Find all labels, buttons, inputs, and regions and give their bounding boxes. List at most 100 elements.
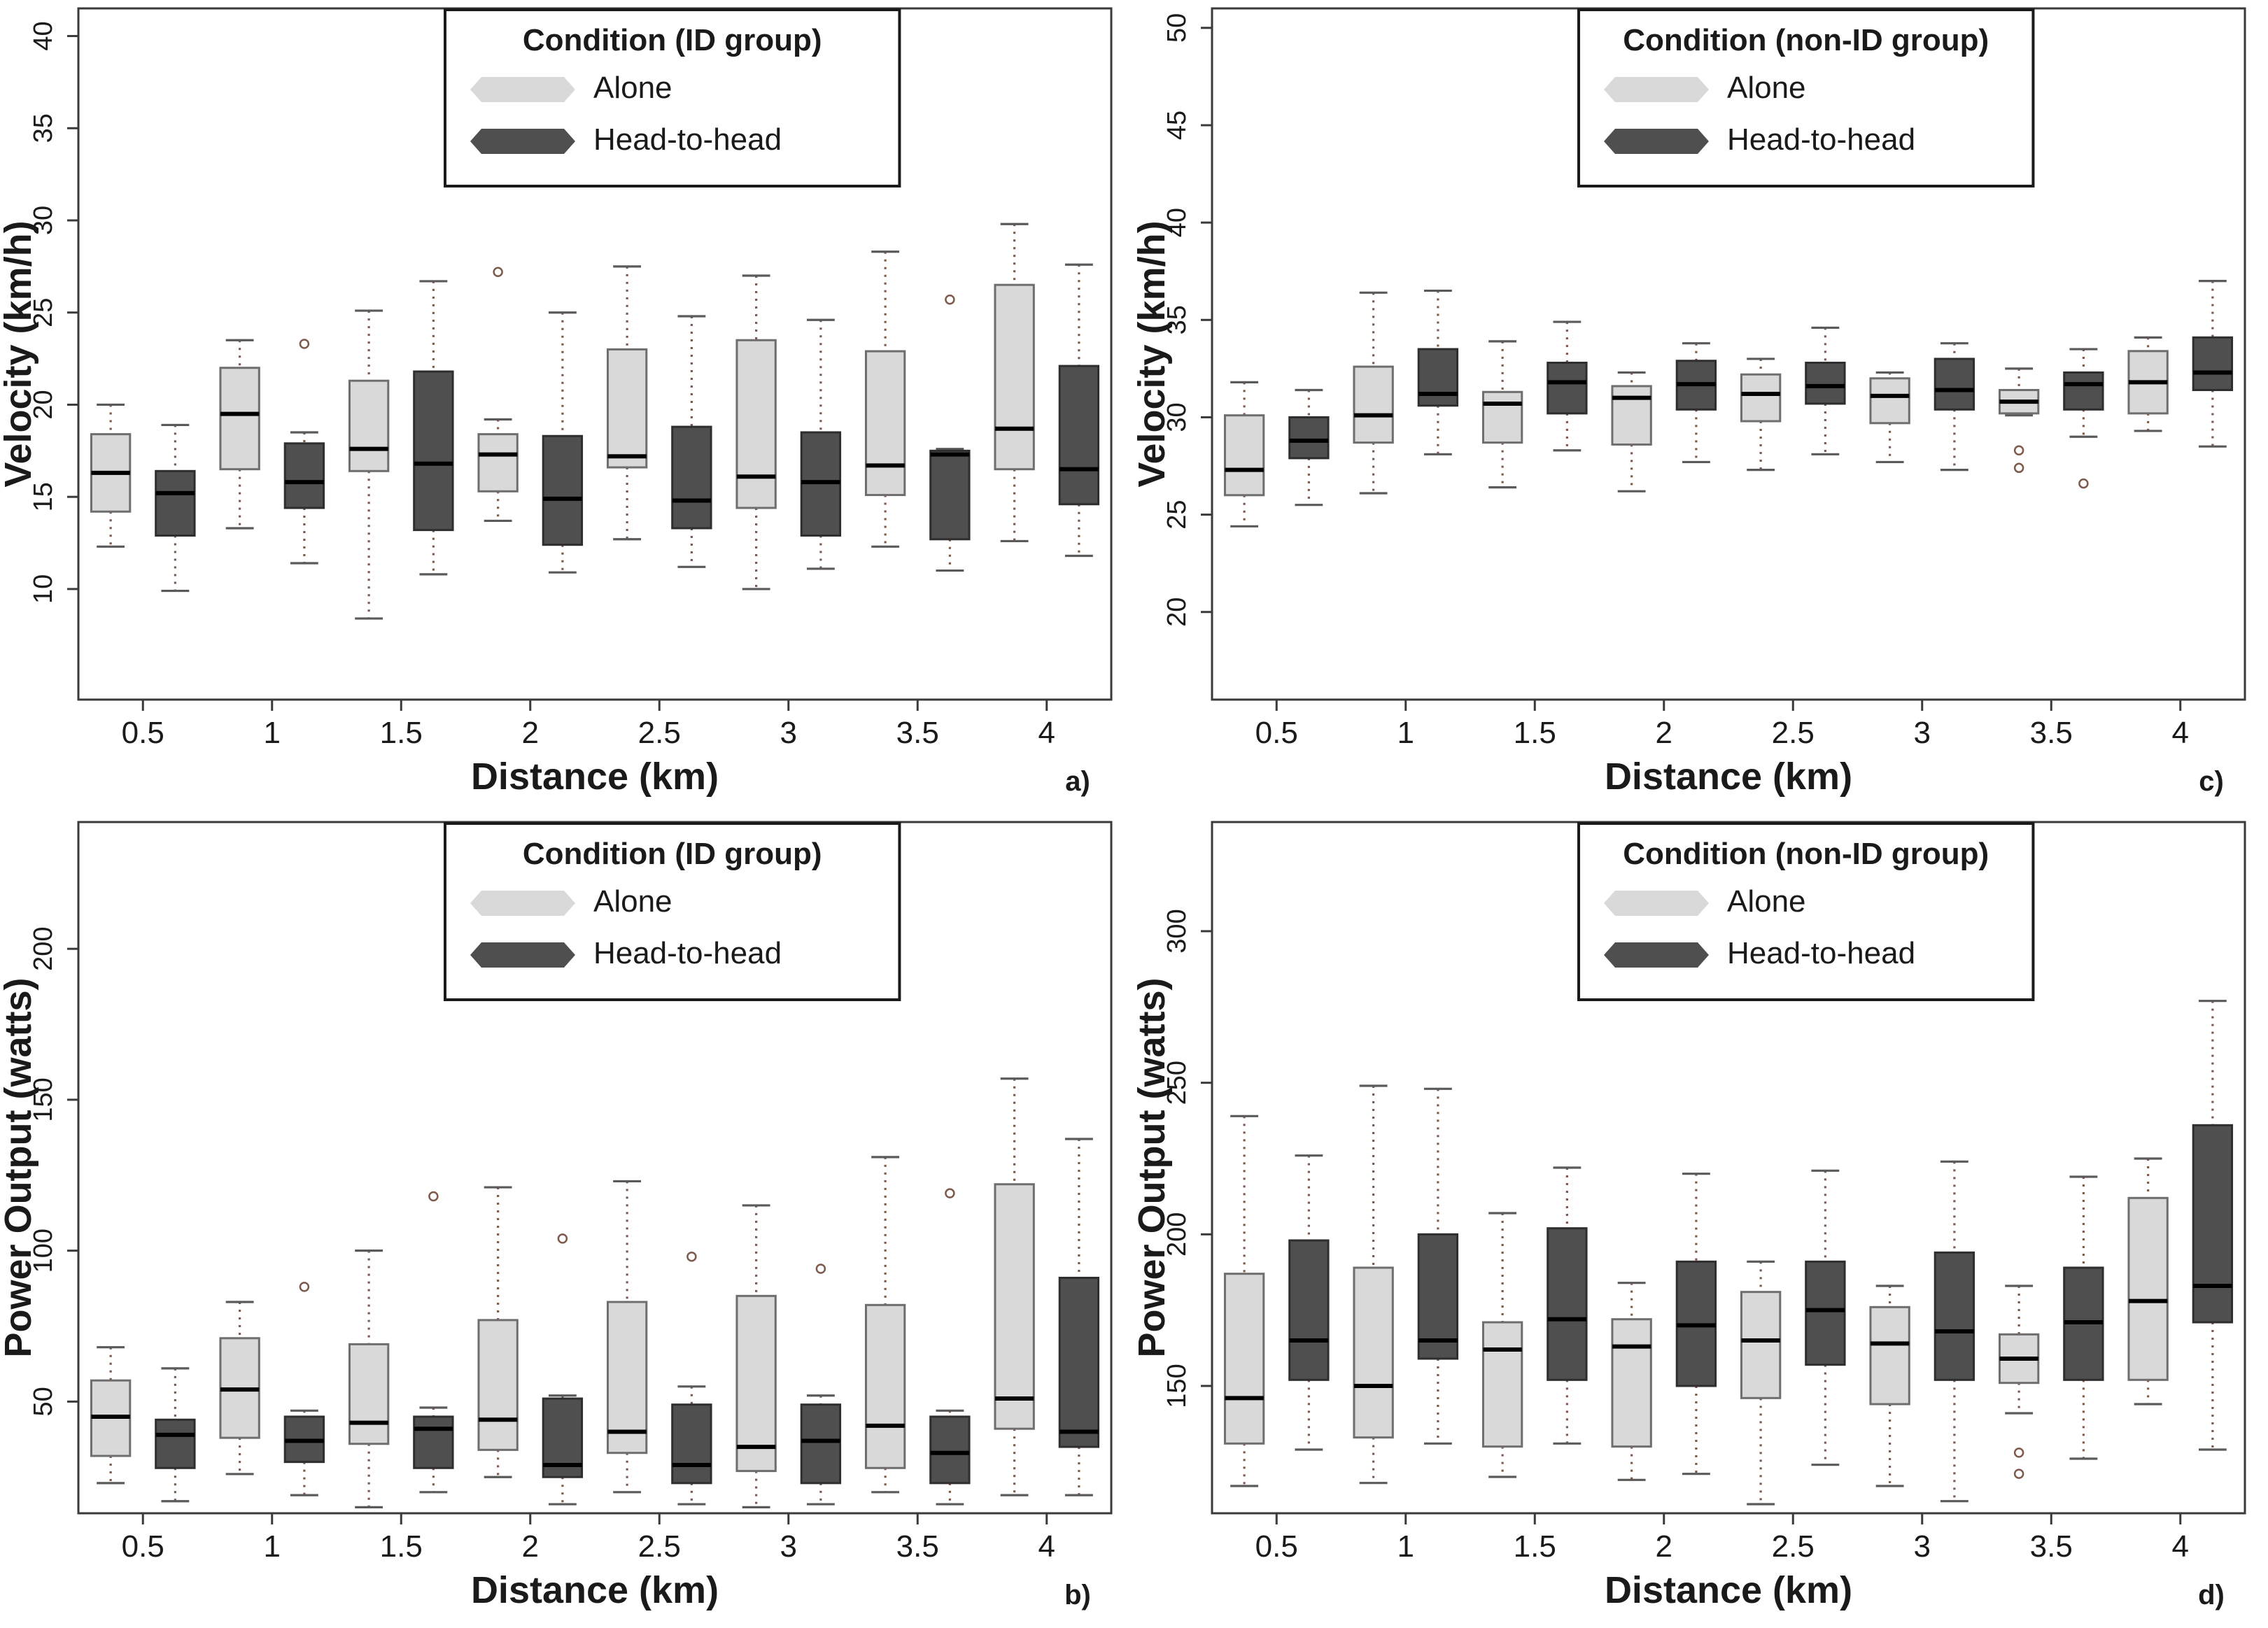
box-iqr: [864, 1303, 906, 1469]
box-iqr: [1611, 1318, 1652, 1448]
box-iqr: [1288, 1239, 1330, 1381]
box-iqr: [542, 434, 584, 546]
box-iqr: [606, 1301, 648, 1454]
boxplot-head-2km: [542, 1233, 584, 1506]
box-iqr: [2127, 1196, 2169, 1381]
box-iqr: [1740, 373, 1782, 423]
legend-swatch-alone: [1603, 891, 1709, 916]
boxplot-alone-0.5km: [90, 1346, 132, 1485]
box-iqr: [155, 469, 196, 537]
y-tick-label: 50: [1162, 13, 1192, 43]
boxplot-head-0.5km: [155, 1367, 196, 1503]
box-iqr: [1223, 414, 1265, 497]
boxplot-alone-4km: [994, 1077, 1035, 1496]
boxplot-head-3km: [1934, 342, 1975, 472]
y-tick-label: 200: [1162, 1212, 1192, 1257]
legend-swatch-head-to-head: [470, 129, 575, 154]
box-iqr: [1058, 364, 1100, 506]
box-iqr: [155, 1418, 196, 1469]
boxplot-head-4km: [1058, 1138, 1100, 1496]
box-iqr: [735, 339, 777, 509]
y-tick-label: 200: [29, 927, 58, 971]
y-tick-label: 45: [1162, 111, 1192, 140]
y-tick-label: 20: [1162, 597, 1192, 627]
box-iqr: [1481, 390, 1523, 444]
boxplot-head-4km: [2192, 1000, 2234, 1451]
boxplot-alone-3km: [735, 274, 777, 590]
boxplot-alone-3km: [735, 1204, 777, 1508]
chart-c: 20 25 30 35 40 45 50 0.5 1 1.5 2 2.5 3 3.5 4 Distance (…: [1134, 7, 2246, 798]
box-iqr: [1353, 365, 1394, 444]
boxplot-head-1.5km: [413, 280, 454, 576]
outlier-point: [2078, 478, 2089, 489]
boxplot-alone-1.5km: [348, 1250, 390, 1508]
legend-swatch-alone: [470, 77, 575, 102]
x-tick-label: 3.5: [2030, 716, 2073, 750]
box-iqr: [994, 283, 1035, 471]
legend-swatch-head-to-head: [1603, 129, 1709, 154]
outlier-point: [2013, 445, 2024, 456]
y-tick-label: 40: [29, 21, 58, 50]
boxplot-head-2.5km: [671, 315, 712, 568]
x-tick-label: 2: [1656, 716, 1672, 750]
x-tick-label: 1.5: [380, 716, 423, 750]
box-iqr: [1805, 1260, 1846, 1366]
x-axis-title: Distance (km): [471, 1569, 719, 1611]
box-iqr: [348, 1343, 390, 1445]
box-iqr: [1417, 1233, 1459, 1360]
x-tick-label: 2.5: [638, 1529, 681, 1564]
legend-label: Alone: [1727, 71, 1806, 105]
y-tick-label: 30: [1162, 402, 1192, 432]
boxplot-alone-4km: [2127, 336, 2169, 432]
panel-corner-label: a): [1065, 766, 1090, 797]
y-tick-label: 40: [1162, 208, 1192, 237]
outlier-point: [557, 1233, 568, 1244]
boxplot-alone-2km: [477, 267, 519, 523]
boxplot-head-1km: [283, 339, 325, 565]
boxplot-head-2km: [1675, 1173, 1717, 1475]
box-iqr: [1934, 1251, 1975, 1381]
box-iqr: [1223, 1273, 1265, 1445]
boxplot-head-2.5km: [1805, 326, 1846, 455]
box-iqr: [477, 433, 519, 493]
boxplot-head-2.5km: [1805, 1169, 1846, 1466]
boxplot-alone-0.5km: [1223, 381, 1265, 528]
chart-d: 150 200 250 300 0.5 1 1.5 2 2.5 3 3.5 4 Distance (km…: [1134, 821, 2246, 1611]
box-iqr: [348, 379, 390, 472]
boxplot-alone-4km: [994, 222, 1035, 543]
boxplot-alone-1km: [1353, 1084, 1394, 1485]
x-tick-label: 1.5: [1514, 1529, 1556, 1564]
boxplot-alone-3.5km: [864, 1156, 906, 1494]
boxplot-alone-3km: [1869, 371, 1910, 464]
legend-swatch-head-to-head: [1603, 942, 1709, 968]
boxplot-head-1km: [1417, 289, 1459, 455]
y-axis-title: Velocity (km/h): [1134, 220, 1173, 487]
boxplot-alone-1km: [219, 1301, 260, 1475]
boxplot-head-3km: [800, 318, 842, 570]
boxplot-head-3.5km: [929, 1188, 971, 1506]
boxplot-alone-1km: [1353, 291, 1394, 495]
x-tick-label: 3.5: [896, 716, 939, 750]
box-iqr: [1481, 1321, 1523, 1448]
y-tick-label: 250: [1162, 1061, 1192, 1105]
panel-velocity-id-group: 10 15 20 25 30 35 40 0.5 1 1.5 2 2.5 3 3.5 4 Distance (…: [0, 0, 1134, 814]
boxplot-head-3km: [800, 1264, 842, 1506]
boxplot-alone-3.5km: [1998, 367, 2040, 474]
outlier-point: [686, 1252, 697, 1262]
boxplot-alone-2km: [477, 1186, 519, 1478]
box-iqr: [413, 370, 454, 532]
box-iqr: [1611, 385, 1652, 446]
outlier-point: [2013, 1447, 2024, 1458]
x-tick-label: 4: [2172, 1529, 2189, 1564]
boxplot-alone-1.5km: [1481, 1212, 1523, 1478]
outlier-point: [815, 1264, 826, 1274]
legend-label: Head-to-head: [1727, 936, 1915, 970]
box-iqr: [1058, 1276, 1100, 1448]
box-iqr: [1353, 1266, 1394, 1439]
boxplot-alone-1km: [219, 339, 260, 530]
outlier-point: [2013, 1468, 2024, 1479]
box-iqr: [2192, 336, 2234, 391]
y-tick-label: 150: [1162, 1364, 1192, 1408]
box-iqr: [1417, 348, 1459, 407]
boxplot-head-0.5km: [1288, 1154, 1330, 1451]
